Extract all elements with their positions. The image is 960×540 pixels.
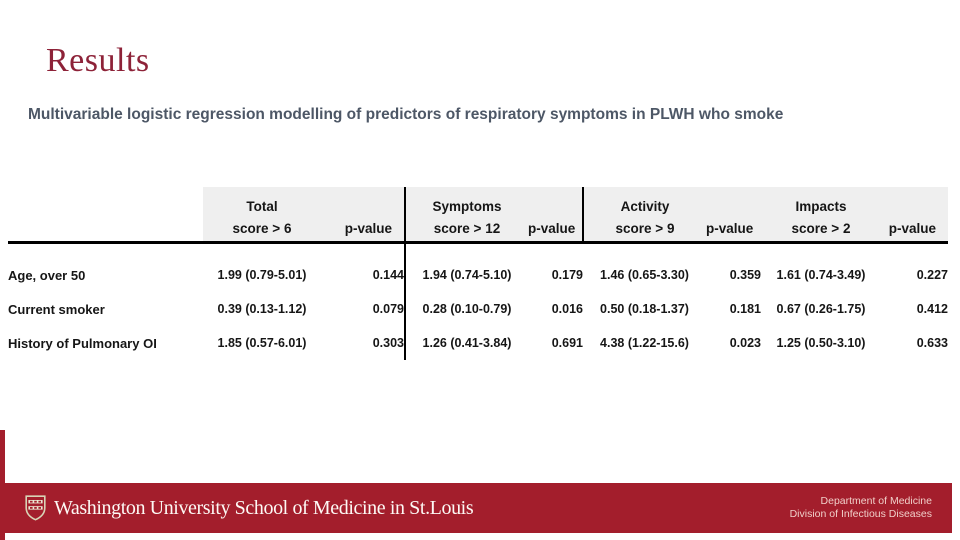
department-line: Department of Medicine <box>820 494 932 507</box>
col-pvalue-activity: p-value <box>706 215 761 244</box>
table-row-smoker: Current smoker 0.39 (0.13-1.12) 0.079 0.… <box>8 292 948 326</box>
row-label: Age, over 50 <box>8 267 86 283</box>
cell-estimate: 1.85 (0.57-6.01) <box>217 336 307 350</box>
header-spacer <box>881 187 948 215</box>
header-spacer <box>321 187 405 215</box>
header-group-row: Total Symptoms Activity Impacts <box>8 187 948 215</box>
university-logo: Washington University School of Medicine… <box>25 495 474 521</box>
university-wordmark: Washington University School of Medicine… <box>54 496 474 519</box>
col-group-total: Total <box>203 187 321 215</box>
cell-estimate: 0.39 (0.13-1.12) <box>217 302 307 316</box>
header-empty-cell <box>8 187 203 215</box>
header-empty-cell <box>8 215 203 244</box>
cell-pvalue: 0.227 <box>916 268 948 282</box>
cell-estimate: 1.61 (0.74-3.49) <box>776 268 866 282</box>
cell-pvalue: 0.633 <box>916 336 948 350</box>
page-title: Results <box>46 42 150 79</box>
header-spacer <box>528 187 583 215</box>
cell-pvalue: 0.412 <box>916 302 948 316</box>
cell-estimate: 1.94 (0.74-5.10) <box>404 242 528 292</box>
col-group-activity: Activity <box>582 187 706 215</box>
washu-shield-icon <box>25 495 46 521</box>
col-pvalue-total: p-value <box>321 215 405 244</box>
cell-estimate: 1.46 (0.65-3.30) <box>600 268 689 282</box>
cell-estimate: 0.50 (0.18-1.37) <box>600 302 689 316</box>
col-score-symptoms: score > 12 <box>404 215 528 244</box>
cell-pvalue: 0.179 <box>551 268 583 282</box>
slide-subtitle: Multivariable logistic regression modell… <box>28 106 784 123</box>
cell-pvalue: 0.359 <box>729 268 761 282</box>
cell-estimate: 1.99 (0.79-5.01) <box>217 268 307 282</box>
col-score-impacts: score > 2 <box>761 215 881 244</box>
division-line: Division of Infectious Diseases <box>789 508 932 520</box>
cell-estimate: 0.67 (0.26-1.75) <box>776 302 866 316</box>
cell-estimate: 1.25 (0.50-3.10) <box>776 336 866 350</box>
results-table: Total Symptoms Activity Impacts score > … <box>8 187 948 360</box>
row-label: History of Pulmonary OI <box>8 335 157 351</box>
header-sub-row: score > 6 p-value score > 12 p-value sco… <box>8 215 948 244</box>
cell-pvalue: 0.023 <box>729 336 761 350</box>
col-score-activity: score > 9 <box>582 215 706 244</box>
row-label: Current smoker <box>8 301 105 317</box>
cell-estimate: 0.28 (0.10-0.79) <box>404 292 528 326</box>
cell-estimate: 1.26 (0.41-3.84) <box>404 326 528 360</box>
col-pvalue-symptoms: p-value <box>528 215 583 244</box>
footer-band: Washington University School of Medicine… <box>5 483 952 533</box>
table-row-pulmonary-oi: History of Pulmonary OI 1.85 (0.57-6.01)… <box>8 326 948 360</box>
col-group-impacts: Impacts <box>761 187 881 215</box>
col-pvalue-impacts: p-value <box>881 215 948 244</box>
cell-pvalue: 0.181 <box>729 302 761 316</box>
cell-estimate: 4.38 (1.22-15.6) <box>600 336 689 350</box>
header-spacer <box>706 187 761 215</box>
cell-pvalue: 0.016 <box>551 302 583 316</box>
cell-pvalue: 0.079 <box>372 302 404 316</box>
table-row-age: Age, over 50 1.99 (0.79-5.01) 0.144 1.94… <box>8 242 948 292</box>
cell-pvalue: 0.144 <box>372 268 404 282</box>
left-accent-bar <box>0 430 5 540</box>
col-score-total: score > 6 <box>203 215 321 244</box>
department-text: Department of Medicine Division of Infec… <box>790 495 932 522</box>
col-group-symptoms: Symptoms <box>404 187 528 215</box>
cell-pvalue: 0.691 <box>551 336 583 350</box>
cell-pvalue: 0.303 <box>372 336 404 350</box>
